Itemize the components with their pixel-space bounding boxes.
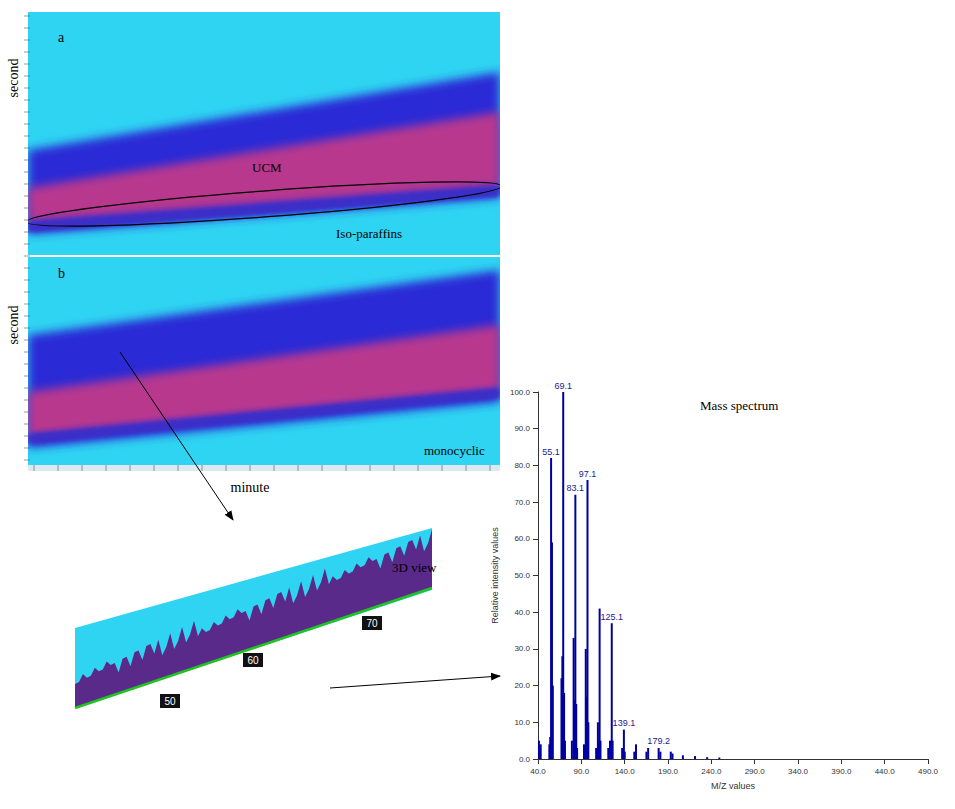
svg-text:140.0: 140.0 xyxy=(615,767,636,776)
svg-text:Relative intensity values: Relative intensity values xyxy=(490,527,500,624)
svg-text:125.1: 125.1 xyxy=(600,612,623,622)
svg-text:a: a xyxy=(58,30,65,45)
svg-text:390.0: 390.0 xyxy=(831,767,852,776)
svg-text:monocyclic: monocyclic xyxy=(424,443,485,458)
svg-text:40.0: 40.0 xyxy=(530,767,546,776)
svg-text:100.0: 100.0 xyxy=(510,388,531,397)
svg-text:50.0: 50.0 xyxy=(514,571,530,580)
svg-text:40.0: 40.0 xyxy=(514,608,530,617)
svg-text:80.0: 80.0 xyxy=(514,461,530,470)
svg-text:490.0: 490.0 xyxy=(918,767,939,776)
svg-text:69.1: 69.1 xyxy=(554,381,572,391)
svg-text:240.0: 240.0 xyxy=(701,767,722,776)
svg-text:290.0: 290.0 xyxy=(745,767,766,776)
svg-text:70: 70 xyxy=(366,618,378,629)
svg-text:b: b xyxy=(58,266,65,281)
svg-text:second: second xyxy=(6,306,21,345)
svg-text:3D view: 3D view xyxy=(392,560,437,575)
svg-text:340.0: 340.0 xyxy=(788,767,809,776)
svg-text:0.0: 0.0 xyxy=(519,755,531,764)
svg-text:Mass spectrum: Mass spectrum xyxy=(700,398,778,413)
svg-text:179.2: 179.2 xyxy=(647,736,670,746)
svg-text:10.0: 10.0 xyxy=(514,718,530,727)
svg-text:UCM: UCM xyxy=(252,160,282,175)
svg-text:minute: minute xyxy=(231,480,270,495)
svg-text:70.0: 70.0 xyxy=(514,498,530,507)
svg-text:440.0: 440.0 xyxy=(875,767,896,776)
svg-text:55.1: 55.1 xyxy=(542,447,560,457)
svg-text:97.1: 97.1 xyxy=(579,469,597,479)
svg-text:83.1: 83.1 xyxy=(567,483,585,493)
svg-text:30.0: 30.0 xyxy=(514,644,530,653)
svg-text:20.0: 20.0 xyxy=(514,681,530,690)
svg-text:60: 60 xyxy=(247,655,259,666)
svg-text:Iso-paraffins: Iso-paraffins xyxy=(336,226,402,241)
svg-text:M/Z values: M/Z values xyxy=(711,781,756,791)
svg-text:second: second xyxy=(6,59,21,98)
svg-text:139.1: 139.1 xyxy=(613,718,636,728)
svg-text:50: 50 xyxy=(164,696,176,707)
svg-text:190.0: 190.0 xyxy=(658,767,679,776)
svg-text:90.0: 90.0 xyxy=(574,767,590,776)
svg-text:90.0: 90.0 xyxy=(514,424,530,433)
svg-text:60.0: 60.0 xyxy=(514,534,530,543)
